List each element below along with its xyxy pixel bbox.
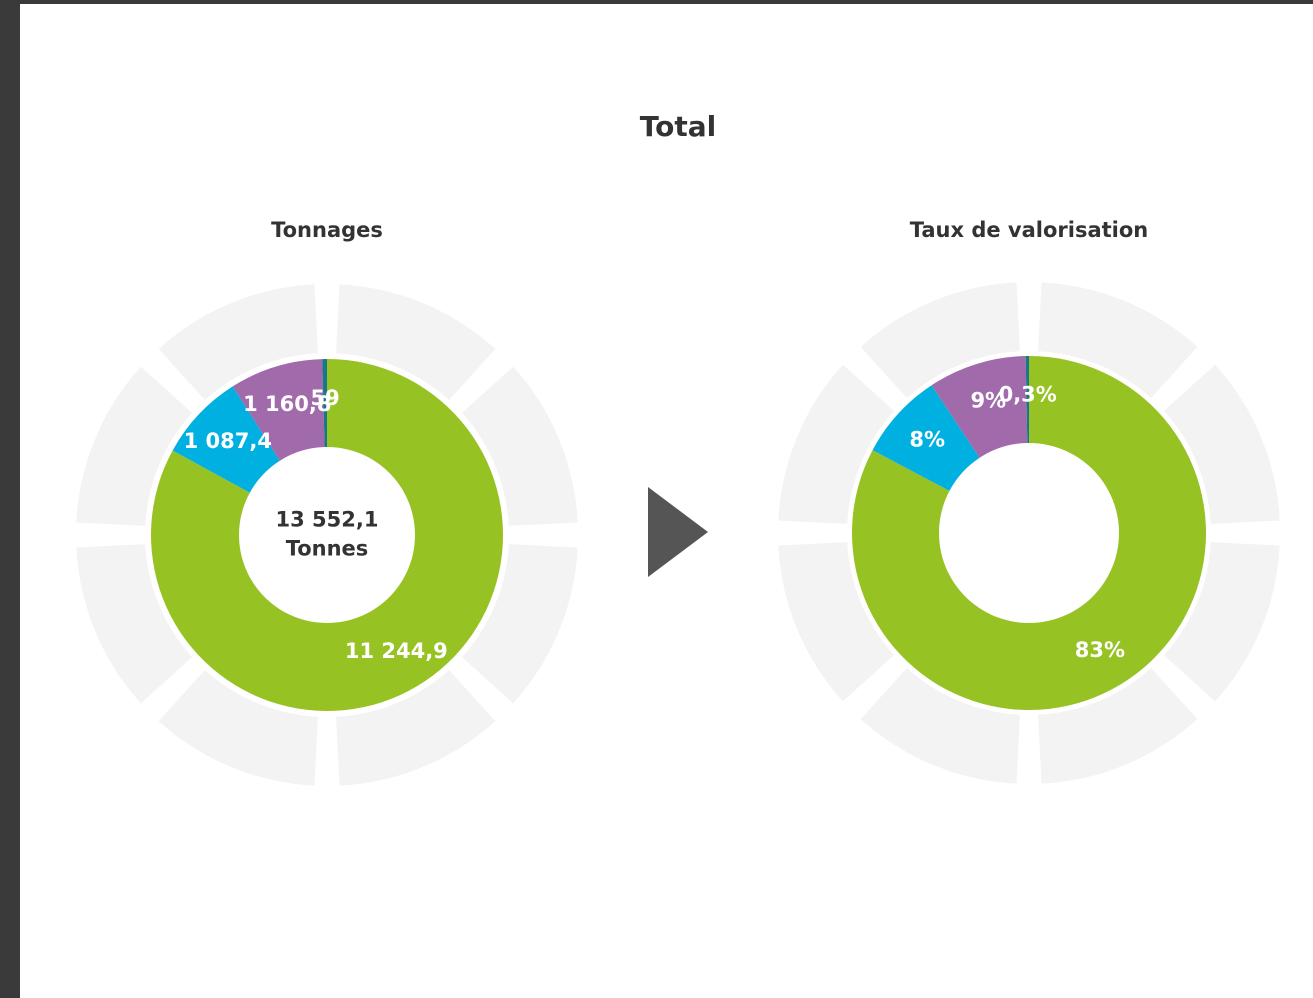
- decor-ring: [336, 669, 496, 786]
- donut-slice: [232, 359, 325, 461]
- arrow: [648, 487, 708, 577]
- data-label: 59: [311, 386, 340, 410]
- chart-title: Taux de valorisation: [910, 218, 1149, 242]
- decor-ring: [1163, 542, 1280, 702]
- donut-slice: [151, 359, 504, 711]
- donut-slice: [172, 386, 280, 493]
- data-label: 0,3%: [999, 383, 1057, 407]
- data-label: 8%: [909, 428, 945, 452]
- chart-title: Tonnages: [271, 218, 383, 242]
- decor-ring: [461, 366, 578, 526]
- decor-ring: [158, 284, 318, 401]
- page-title: Total: [640, 110, 717, 143]
- decor-ring: [336, 284, 496, 401]
- decor-ring: [158, 669, 318, 786]
- donut-slice: [931, 356, 1028, 458]
- data-label: 1 160,8: [243, 392, 331, 416]
- decor-ring: [860, 282, 1020, 399]
- donut-slice: [322, 359, 327, 448]
- decor-ring: [1038, 667, 1198, 784]
- data-label: 83%: [1075, 638, 1125, 662]
- charts: Tonnages 11 244,9 1 087,4 1 160,859 13 552,1…: [76, 218, 1280, 786]
- data-label: 1 087,4: [184, 429, 272, 453]
- data-label: 9%: [970, 389, 1006, 413]
- donut-slice: [872, 385, 980, 491]
- data-label: 11 244,9: [345, 639, 448, 663]
- donut-slice: [852, 355, 1207, 710]
- decor-ring: [461, 544, 578, 704]
- decor-ring: [1163, 364, 1280, 524]
- decor-ring: [76, 544, 193, 704]
- center-text: 13 552,1: [276, 508, 379, 532]
- decor-ring: [778, 364, 895, 524]
- donut-slice: [1025, 356, 1029, 444]
- center-text: Tonnes: [286, 537, 369, 561]
- decor-ring: [778, 542, 895, 702]
- decor-ring: [1038, 282, 1198, 399]
- decor-ring: [860, 667, 1020, 784]
- decor-ring: [76, 366, 193, 526]
